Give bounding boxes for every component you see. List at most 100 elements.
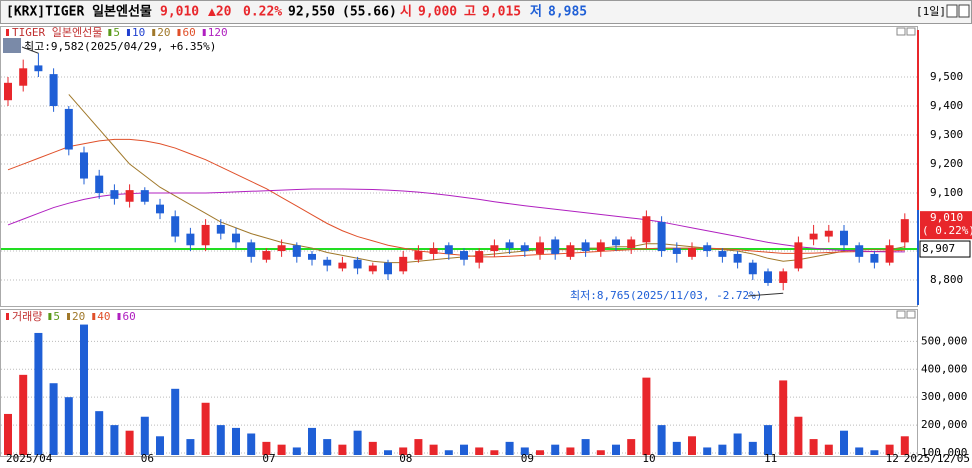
- legend-title: 거래량: [12, 310, 42, 323]
- candle-body: [566, 245, 575, 257]
- y-tick-label: 300,000: [921, 390, 967, 403]
- y-tick-label: 9,200: [930, 157, 963, 170]
- candle-body: [140, 190, 149, 202]
- candle-body: [657, 222, 666, 252]
- annotation-arrow: [21, 46, 39, 54]
- legend-swatch: [6, 29, 9, 36]
- open-label: 시: [400, 5, 412, 20]
- candle-body: [323, 259, 332, 266]
- close-button[interactable]: [958, 4, 970, 18]
- candle-body: [490, 245, 499, 252]
- legend-entry: 5: [113, 26, 120, 39]
- candle-body: [855, 245, 864, 257]
- candle-body: [900, 219, 909, 243]
- volume-bar: [688, 436, 696, 455]
- candle-body: [64, 108, 73, 150]
- volume-bar: [292, 447, 301, 455]
- volume-bar: [885, 444, 894, 455]
- legend-entry: 40: [97, 310, 110, 323]
- volume-bar: [855, 447, 864, 455]
- candle-body: [338, 262, 347, 269]
- volume-bar: [353, 430, 362, 455]
- candle-body: [520, 245, 529, 252]
- last-rate: ( 0.22%): [922, 224, 972, 237]
- volume-bar: [216, 425, 225, 455]
- volume-bar: [4, 413, 12, 455]
- y-tick-label: 9,300: [930, 128, 963, 141]
- candle-body: [125, 190, 134, 202]
- candle-body: [672, 248, 681, 254]
- legend-swatch: [202, 29, 206, 36]
- candle-body: [840, 230, 848, 246]
- volume-bar: [262, 441, 271, 455]
- candle-body: [171, 216, 180, 237]
- candle-body: [809, 233, 818, 240]
- candle-body: [551, 239, 560, 254]
- candle-body: [794, 242, 803, 269]
- candle-body: [885, 245, 894, 263]
- low-label: 저: [530, 5, 542, 20]
- volume-bar: [718, 444, 727, 455]
- legend-swatch: [48, 313, 52, 320]
- high: 9,015: [482, 5, 521, 20]
- candle-body: [703, 245, 712, 252]
- period[interactable]: [1일]: [916, 4, 946, 18]
- legend-swatch: [126, 29, 130, 36]
- y-tick-label: 8,800: [930, 273, 963, 286]
- volume-bar: [657, 425, 666, 455]
- panel-button[interactable]: [906, 310, 916, 319]
- panel-button[interactable]: [906, 27, 916, 36]
- volume-bar: [64, 397, 73, 455]
- change: ▲20: [208, 5, 232, 20]
- volume-bar: [809, 439, 818, 455]
- volume-bar: [764, 425, 772, 455]
- candle-body: [612, 239, 620, 246]
- volume-bar: [596, 450, 605, 455]
- volume-bar: [186, 439, 195, 455]
- candle-body: [779, 271, 788, 283]
- icon[interactable]: [3, 38, 21, 53]
- volume-bar: [627, 439, 636, 455]
- code: [KRX]TIGER 일본엔선물: [6, 4, 152, 20]
- candle-body: [49, 74, 58, 107]
- candle-body: [505, 242, 514, 249]
- volume-bar: [672, 441, 681, 455]
- candle-body: [733, 253, 742, 263]
- x-tick-label: 12: [886, 452, 899, 464]
- volume-bar: [140, 416, 149, 455]
- volume-bar: [80, 324, 88, 455]
- y-tick-label: 9,100: [930, 186, 963, 199]
- reference-box: [919, 240, 971, 258]
- candle-body: [292, 245, 301, 257]
- candle-body: [353, 259, 362, 269]
- rate: 0.22%: [243, 5, 282, 20]
- volume-bar: [156, 436, 164, 455]
- volume-bar: [429, 444, 438, 455]
- panel-button[interactable]: [896, 27, 906, 36]
- volume: 92,550: [288, 5, 335, 20]
- candle-body: [277, 245, 286, 252]
- y-tick-label: 9,500: [930, 70, 963, 83]
- legend-entry: 20: [157, 26, 170, 39]
- volume-bar: [232, 427, 240, 455]
- candle-body: [444, 245, 453, 254]
- volume-bar: [520, 447, 529, 455]
- volume-bar: [49, 383, 58, 455]
- candle-body: [824, 230, 833, 237]
- annotation-arrow: [747, 292, 784, 297]
- legend-swatch: [6, 313, 9, 320]
- x-tick-label: 09: [521, 452, 534, 464]
- legend-swatch: [152, 29, 156, 36]
- volume-bar: [414, 439, 423, 455]
- volume-bar: [824, 444, 833, 455]
- legend-entry: 60: [123, 310, 136, 323]
- maximize-button[interactable]: [946, 4, 958, 18]
- max-annotation: 최고:9,582(2025/04/29, +6.35%): [24, 40, 216, 53]
- x-tick-label: 06: [141, 452, 154, 464]
- volume-panel: [0, 309, 918, 457]
- candle-body: [627, 239, 636, 249]
- x-tick-label: 10: [642, 452, 655, 464]
- volume-bar: [399, 447, 408, 455]
- panel-button[interactable]: [896, 310, 906, 319]
